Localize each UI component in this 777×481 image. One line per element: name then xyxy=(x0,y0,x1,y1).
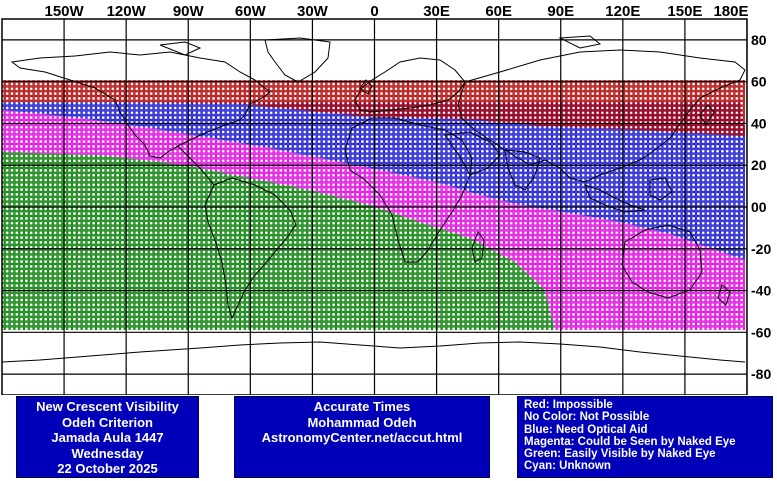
lon-label-180e: 180E xyxy=(713,3,748,20)
lon-label-150e: 150E xyxy=(667,3,702,20)
lat-label-40: 40 xyxy=(751,115,767,131)
lon-label-60w: 60W xyxy=(235,3,267,20)
lat-label-minus20: -20 xyxy=(751,241,771,257)
lat-label-60: 60 xyxy=(751,74,767,90)
lon-label-90e: 90E xyxy=(547,3,574,20)
lat-label-00: 00 xyxy=(751,199,767,215)
program-name-line: Accurate Times xyxy=(313,399,411,414)
hijri-month-line: Jamada Aula 1447 xyxy=(51,430,164,445)
legend-item-magenta: Magenta: Could be Seen by Naked Eye xyxy=(524,435,736,448)
lon-label-0: 0 xyxy=(370,3,378,20)
title-line: New Crescent Visibility xyxy=(36,399,179,414)
lat-label-minus60: -60 xyxy=(751,324,771,340)
legend-item-blue: Blue: Need Optical Aid xyxy=(524,423,648,436)
lon-label-90w: 90W xyxy=(173,3,205,20)
legend-item-green: Green: Easily Visible by Naked Eye xyxy=(524,448,716,461)
author-line: Mohammad Odeh xyxy=(307,414,417,430)
legend-item-cyan: Cyan: Unknown xyxy=(524,460,611,473)
date-line: 22 October 2025 xyxy=(57,461,158,476)
lon-label-120e: 120E xyxy=(605,3,640,20)
lat-label-minus80: -80 xyxy=(751,366,771,382)
lon-label-120w: 120W xyxy=(107,3,147,20)
lat-label-80: 80 xyxy=(751,32,767,48)
world-map: 150W 120W 90W 60W 30W 0 30E 60E 90E 120E… xyxy=(1,3,771,395)
coastlines xyxy=(2,35,746,363)
map-frame xyxy=(1,18,748,395)
lon-label-150w: 150W xyxy=(44,3,84,20)
latitude-labels: 80 60 40 20 00 -20 -40 -60 -80 xyxy=(751,32,771,382)
legend-item-no-color: No Color: Not Possible xyxy=(524,411,650,424)
longitude-labels: 150W 120W 90W 60W 30W 0 30E 60E 90E 120E… xyxy=(44,3,748,20)
graticule xyxy=(2,19,747,395)
lon-label-30w: 30W xyxy=(297,3,329,20)
lon-label-30e: 30E xyxy=(423,3,450,20)
legend-item-red: Red: Impossible xyxy=(524,399,613,411)
info-panel-center: Accurate Times Mohammad Odeh AstronomyCe… xyxy=(234,396,490,478)
criterion-line: Odeh Criterion xyxy=(61,414,153,430)
info-panel-left: New Crescent Visibility Odeh Criterion J… xyxy=(16,396,199,478)
lon-label-60e: 60E xyxy=(485,3,512,20)
lat-label-minus40: -40 xyxy=(751,283,771,299)
lat-label-20: 20 xyxy=(751,157,767,173)
website-line: AstronomyCenter.net/accut.html xyxy=(261,430,463,445)
legend-panel: Red: Impossible No Color: Not Possible B… xyxy=(517,396,773,478)
weekday-line: Wednesday xyxy=(71,445,144,461)
zone-easily-visible xyxy=(2,152,555,330)
zone-optical-aid xyxy=(2,102,745,260)
